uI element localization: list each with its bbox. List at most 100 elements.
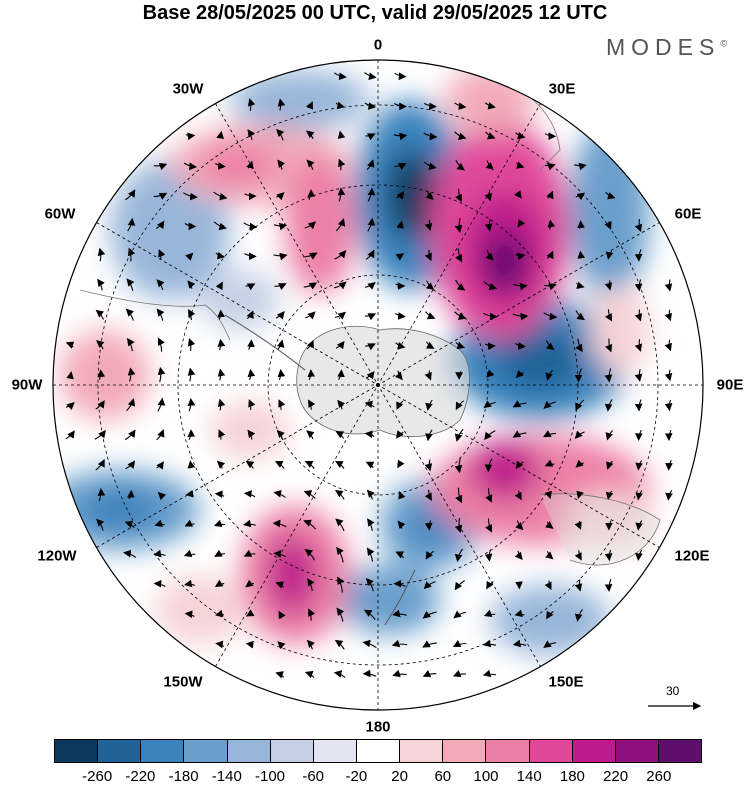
wind-vector-arrow xyxy=(544,490,553,500)
wind-vector-arrow xyxy=(455,279,466,291)
colorbar-tick-label: 100 xyxy=(473,768,499,785)
wind-vector-arrow xyxy=(335,460,345,469)
colorbar-segment xyxy=(485,740,529,762)
wind-vector-arrow xyxy=(247,98,256,111)
wind-vector-arrow xyxy=(126,278,135,291)
wind-vector-arrow xyxy=(454,580,465,591)
wind-vector-arrow xyxy=(514,609,525,618)
wind-vector-arrow xyxy=(153,192,168,200)
wind-vector-arrow xyxy=(574,162,587,171)
wind-vector-arrow xyxy=(484,189,493,202)
wind-vector-arrow xyxy=(575,399,585,411)
wind-vector-arrow xyxy=(486,580,494,590)
lon-label-150e: 150E xyxy=(548,673,584,691)
lon-label-60e: 60E xyxy=(674,205,702,223)
colorbar-tick-label: -60 xyxy=(302,768,325,785)
wind-vector-arrow xyxy=(277,98,286,111)
wind-vector-arrow xyxy=(635,490,643,501)
wind-vector-arrow xyxy=(546,190,554,200)
wind-vector-arrow xyxy=(96,518,105,531)
wind-vector-arrow xyxy=(546,610,554,620)
wind-vector-arrow xyxy=(605,430,614,441)
wind-vector-arrow xyxy=(306,430,315,440)
wind-vector-arrow xyxy=(275,311,285,320)
wind-vector-arrow xyxy=(605,520,613,531)
wind-vector-arrow xyxy=(395,312,406,320)
wind-vector-arrow xyxy=(485,518,492,533)
wind-vector-arrow xyxy=(156,429,165,441)
wind-vector-arrow xyxy=(364,102,377,110)
wind-vector-arrow xyxy=(215,162,226,170)
wind-vector-arrow xyxy=(483,609,496,617)
brand-logo: MODES© xyxy=(606,34,727,61)
wind-vector-arrow xyxy=(512,312,529,321)
wind-vector-arrow xyxy=(512,430,527,438)
wind-vector-arrow xyxy=(515,520,524,531)
wind-vector-arrow xyxy=(184,610,195,619)
wind-vector-arrow xyxy=(367,217,376,232)
colorbar-tick-label: 140 xyxy=(516,768,542,785)
lon-label-90w: 90W xyxy=(11,376,43,394)
wind-vector-arrow xyxy=(455,487,463,504)
wind-vector-arrow xyxy=(126,398,136,412)
wind-vector-arrow xyxy=(215,281,223,291)
colorbar-segment xyxy=(140,740,184,762)
wind-vector-arrow xyxy=(396,220,404,229)
lon-label-90e: 90E xyxy=(716,376,744,394)
colorbar-tick-label: 260 xyxy=(646,768,672,785)
wind-vector-arrow xyxy=(127,217,136,232)
wind-vector-arrow xyxy=(574,368,583,383)
wind-vector-arrow xyxy=(543,400,556,409)
wind-vector-arrow xyxy=(306,130,315,140)
colorbar-tick-label: -20 xyxy=(345,768,368,785)
lon-label-120w: 120W xyxy=(37,547,77,565)
wind-vector-arrow xyxy=(243,549,256,557)
wind-vector-arrow xyxy=(634,279,643,292)
wind-vector-arrow xyxy=(157,337,165,352)
wind-vector-arrow xyxy=(635,460,643,471)
wind-vector-arrow xyxy=(454,517,463,534)
wind-vector-arrow xyxy=(213,191,228,201)
wind-vector-arrow xyxy=(185,132,196,141)
wind-vector-arrow xyxy=(515,131,526,140)
wind-vector-arrow xyxy=(214,549,225,557)
wind-vector-arrow xyxy=(217,309,225,320)
colorbar-segment xyxy=(657,740,702,762)
wind-vector-arrow xyxy=(187,429,196,441)
wind-vector-arrow xyxy=(485,131,496,140)
wind-vector-arrow xyxy=(484,219,493,232)
wind-vector-arrow xyxy=(243,222,258,231)
wind-vector-arrow xyxy=(308,608,316,621)
wind-vector-arrow xyxy=(483,281,498,291)
wind-vector-arrow xyxy=(273,489,286,498)
wind-vector-arrow xyxy=(365,461,375,469)
wind-vector-arrow xyxy=(664,339,672,352)
wind-vector-arrow xyxy=(604,221,612,230)
wind-vector-arrow xyxy=(183,549,196,557)
wind-vector-arrow xyxy=(546,250,554,260)
wind-vector-arrow xyxy=(393,579,406,588)
wind-vector-arrow xyxy=(275,581,285,589)
wind-vector-arrow xyxy=(515,460,524,470)
wind-vector-arrow xyxy=(574,579,583,592)
wind-vector-arrow xyxy=(634,218,643,233)
wind-vector-arrow xyxy=(605,309,613,322)
wind-vector-arrow xyxy=(303,282,318,290)
colorbar xyxy=(54,739,702,763)
wind-vector-arrow xyxy=(364,282,376,290)
wind-vector-arrow xyxy=(424,489,432,501)
wind-vector-arrow xyxy=(635,429,643,441)
wind-vector-arrow xyxy=(545,340,555,351)
wind-vector-arrow xyxy=(65,430,75,440)
wind-vector-arrow xyxy=(422,670,437,677)
wind-vector-arrow xyxy=(336,607,345,622)
wind-vector-arrow xyxy=(515,581,523,590)
wind-vector-arrow xyxy=(246,310,254,320)
wind-vector-arrow xyxy=(392,669,407,678)
wind-vector-arrow xyxy=(512,639,527,648)
wind-vector-arrow xyxy=(215,640,225,649)
wind-vector-arrow xyxy=(425,311,436,320)
wind-vector-arrow xyxy=(575,338,583,353)
wind-vector-arrow xyxy=(277,369,286,381)
wind-vector-arrow xyxy=(333,670,346,678)
